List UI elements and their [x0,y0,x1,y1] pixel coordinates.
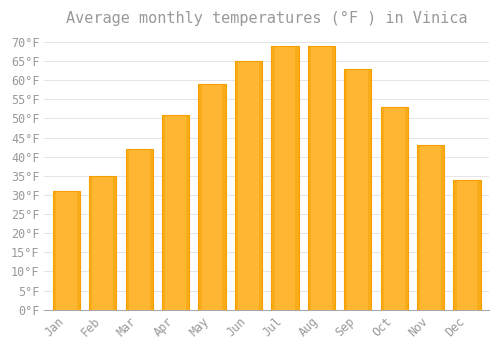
Bar [380,107,408,310]
Bar [235,61,238,310]
Bar [126,149,153,310]
Bar [222,84,226,310]
Bar [308,46,311,310]
Bar [441,145,444,310]
Bar [454,180,456,310]
Bar [52,191,56,310]
Bar [380,107,384,310]
Bar [344,69,348,310]
Bar [271,46,274,310]
Bar [162,114,165,310]
Bar [113,176,116,310]
Bar [150,149,153,310]
Bar [296,46,298,310]
Bar [332,46,335,310]
Bar [404,107,408,310]
Bar [417,145,444,310]
Bar [235,61,262,310]
Bar [259,61,262,310]
Bar [454,180,480,310]
Bar [417,145,420,310]
Bar [89,176,117,310]
Bar [126,149,129,310]
Bar [89,176,92,310]
Bar [478,180,480,310]
Bar [198,84,202,310]
Bar [162,114,190,310]
Bar [186,114,190,310]
Bar [52,191,80,310]
Bar [344,69,372,310]
Bar [271,46,298,310]
Bar [76,191,80,310]
Bar [198,84,226,310]
Title: Average monthly temperatures (°F ) in Vinica: Average monthly temperatures (°F ) in Vi… [66,11,468,26]
Bar [368,69,372,310]
Bar [308,46,335,310]
